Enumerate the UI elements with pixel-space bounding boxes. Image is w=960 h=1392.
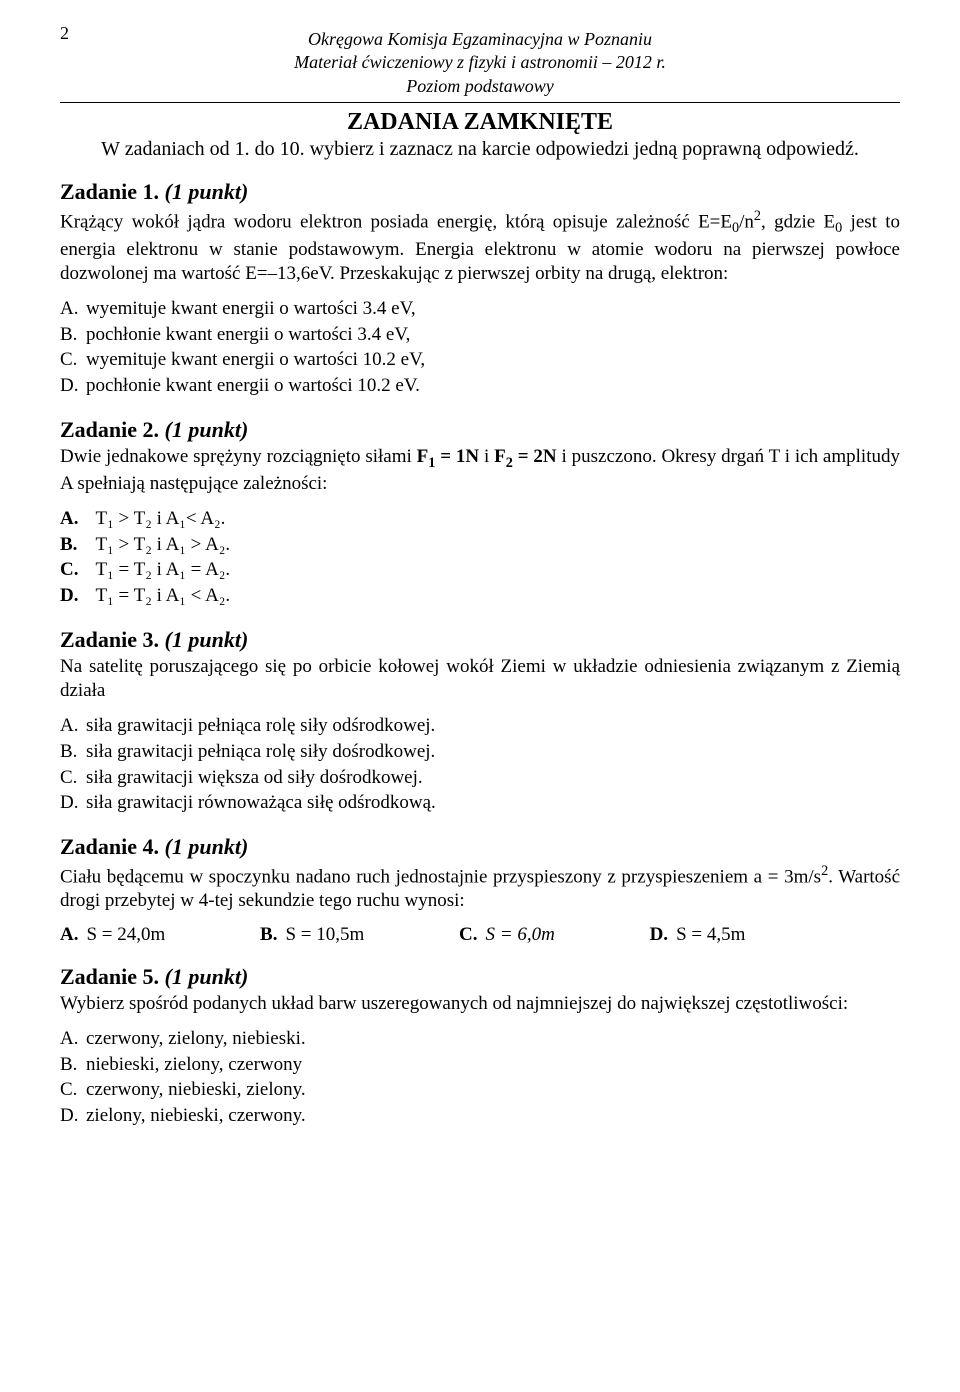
task1-opt-d-text: pochłonie kwant energii o wartości 10.2 … [86, 375, 420, 396]
task4-opt-b: B.S = 10,5m [260, 924, 364, 946]
task4-points: (1 punkt) [165, 834, 249, 859]
task4-opt-d-text: S = 4,5m [676, 924, 745, 945]
task1-opt-a: A.wyemituje kwant energii o wartości 3.4… [60, 296, 900, 322]
task5-opt-b: B.niebieski, zielony, czerwony [60, 1052, 900, 1078]
task1-points: (1 punkt) [165, 179, 249, 204]
task3-body: Na satelitę poruszającego się po orbicie… [60, 655, 900, 704]
task1-sup2: 2 [754, 208, 761, 224]
page-header: Okręgowa Komisja Egzaminacyjna w Poznani… [60, 28, 900, 103]
task1-opt-c: C.wyemituje kwant energii o wartości 10.… [60, 347, 900, 373]
closed-tasks-title: ZADANIA ZAMKNIĘTE [60, 109, 900, 136]
task2-opt-b-text: T₁ > T₂ i A₁ > A₂. [96, 534, 231, 555]
task3-options: A.siła grawitacji pełniąca rolę siły odś… [60, 713, 900, 816]
task1-title-text: Zadanie 1. [60, 179, 159, 204]
task3-opt-a: A.siła grawitacji pełniąca rolę siły odś… [60, 713, 900, 739]
page-number: 2 [60, 23, 69, 44]
task1-options: A.wyemituje kwant energii o wartości 3.4… [60, 296, 900, 399]
task4-title-text: Zadanie 4. [60, 834, 159, 859]
task5-opt-d-text: zielony, niebieski, czerwony. [86, 1105, 306, 1126]
task5-points: (1 punkt) [165, 964, 249, 989]
task2-body: Dwie jednakowe sprężyny rozciągnięto sił… [60, 445, 900, 496]
task3-opt-d-text: siła grawitacji równoważąca siłę odśrodk… [86, 792, 436, 813]
task2-f2eq: = 2N [513, 446, 557, 467]
task5-options: A.czerwony, zielony, niebieski. B.niebie… [60, 1026, 900, 1129]
task4-body-pre: Ciału będącemu w spoczynku nadano ruch j… [60, 866, 821, 887]
task4-body: Ciału będącemu w spoczynku nadano ruch j… [60, 862, 900, 914]
header-line-3: Poziom podstawowy [60, 75, 900, 98]
task4-title: Zadanie 4. (1 punkt) [60, 834, 900, 860]
task2-opt-d: D. T₁ = T₂ i A₁ < A₂. [60, 583, 900, 609]
task5-title: Zadanie 5. (1 punkt) [60, 964, 900, 990]
task1-body-mid2: , gdzie E [761, 212, 835, 233]
task1-body-mid1: /n [739, 212, 754, 233]
task2-f2: F [494, 446, 506, 467]
task3-opt-b-text: siła grawitacji pełniąca rolę siły dośro… [86, 741, 435, 762]
task3-opt-d: D.siła grawitacji równoważąca siłę odśro… [60, 790, 900, 816]
task1-body: Krążący wokół jądra wodoru elektron posi… [60, 207, 900, 286]
task2-f2-sub: 2 [506, 455, 513, 471]
task1-opt-d: D.pochłonie kwant energii o wartości 10.… [60, 373, 900, 399]
task3-opt-a-text: siła grawitacji pełniąca rolę siły odśro… [86, 715, 435, 736]
task5-opt-c-text: czerwony, niebieski, zielony. [86, 1079, 306, 1100]
task2-opt-c: C. T₁ = T₂ i A₁ = A₂. [60, 557, 900, 583]
task2-opt-c-text: T₁ = T₂ i A₁ = A₂. [96, 559, 231, 580]
task1-title: Zadanie 1. (1 punkt) [60, 179, 900, 205]
task5-opt-d: D.zielony, niebieski, czerwony. [60, 1103, 900, 1129]
task2-body-pre: Dwie jednakowe sprężyny rozciągnięto sił… [60, 446, 417, 467]
header-line-1: Okręgowa Komisja Egzaminacyjna w Poznani… [60, 28, 900, 51]
task4-opt-a-text: S = 24,0m [86, 924, 165, 945]
task1-body-pre: Krążący wokół jądra wodoru elektron posi… [60, 212, 732, 233]
task1-opt-c-text: wyemituje kwant energii o wartości 10.2 … [86, 349, 425, 370]
task1-opt-a-text: wyemituje kwant energii o wartości 3.4 e… [86, 298, 416, 319]
task4-options: A.S = 24,0m B.S = 10,5m C.S = 6,0m D.S =… [60, 924, 900, 946]
task3-opt-c: C.siła grawitacji większa od siły dośrod… [60, 765, 900, 791]
task3-opt-b: B.siła grawitacji pełniąca rolę siły doś… [60, 739, 900, 765]
task4-opt-a: A.S = 24,0m [60, 924, 165, 946]
task2-options: A. T₁ > T₂ i A₁< A₂. B. T₁ > T₂ i A₁ > A… [60, 506, 900, 609]
task4-opt-c-text: S = 6,0m [486, 924, 555, 945]
task3-opt-c-text: siła grawitacji większa od siły dośrodko… [86, 767, 423, 788]
task2-opt-a-text: T₁ > T₂ i A₁< A₂. [96, 508, 226, 529]
task2-title-text: Zadanie 2. [60, 417, 159, 442]
task5-title-text: Zadanie 5. [60, 964, 159, 989]
task5-opt-a: A.czerwony, zielony, niebieski. [60, 1026, 900, 1052]
task1-opt-b: B.pochłonie kwant energii o wartości 3.4… [60, 322, 900, 348]
task2-f1: F [417, 446, 429, 467]
task5-body: Wybierz spośród podanych układ barw usze… [60, 992, 900, 1016]
task1-opt-b-text: pochłonie kwant energii o wartości 3.4 e… [86, 324, 410, 345]
task3-title-text: Zadanie 3. [60, 627, 159, 652]
task2-points: (1 punkt) [165, 417, 249, 442]
task3-points: (1 punkt) [165, 627, 249, 652]
task3-title: Zadanie 3. (1 punkt) [60, 627, 900, 653]
task2-title: Zadanie 2. (1 punkt) [60, 417, 900, 443]
task5-opt-b-text: niebieski, zielony, czerwony [86, 1054, 302, 1075]
task5-opt-a-text: czerwony, zielony, niebieski. [86, 1028, 306, 1049]
task2-f1eq: = 1N [435, 446, 479, 467]
header-line-2: Materiał ćwiczeniowy z fizyki i astronom… [60, 51, 900, 74]
task2-opt-a: A. T₁ > T₂ i A₁< A₂. [60, 506, 900, 532]
task4-opt-d: D.S = 4,5m [650, 924, 746, 946]
task2-opt-d-text: T₁ = T₂ i A₁ < A₂. [96, 585, 231, 606]
task4-opt-c: C.S = 6,0m [459, 924, 555, 946]
closed-tasks-instruction: W zadaniach od 1. do 10. wybierz i zazna… [60, 138, 900, 161]
task4-opt-b-text: S = 10,5m [285, 924, 364, 945]
task2-opt-b: B. T₁ > T₂ i A₁ > A₂. [60, 532, 900, 558]
task5-opt-c: C.czerwony, niebieski, zielony. [60, 1077, 900, 1103]
task2-iand: i [479, 446, 494, 467]
